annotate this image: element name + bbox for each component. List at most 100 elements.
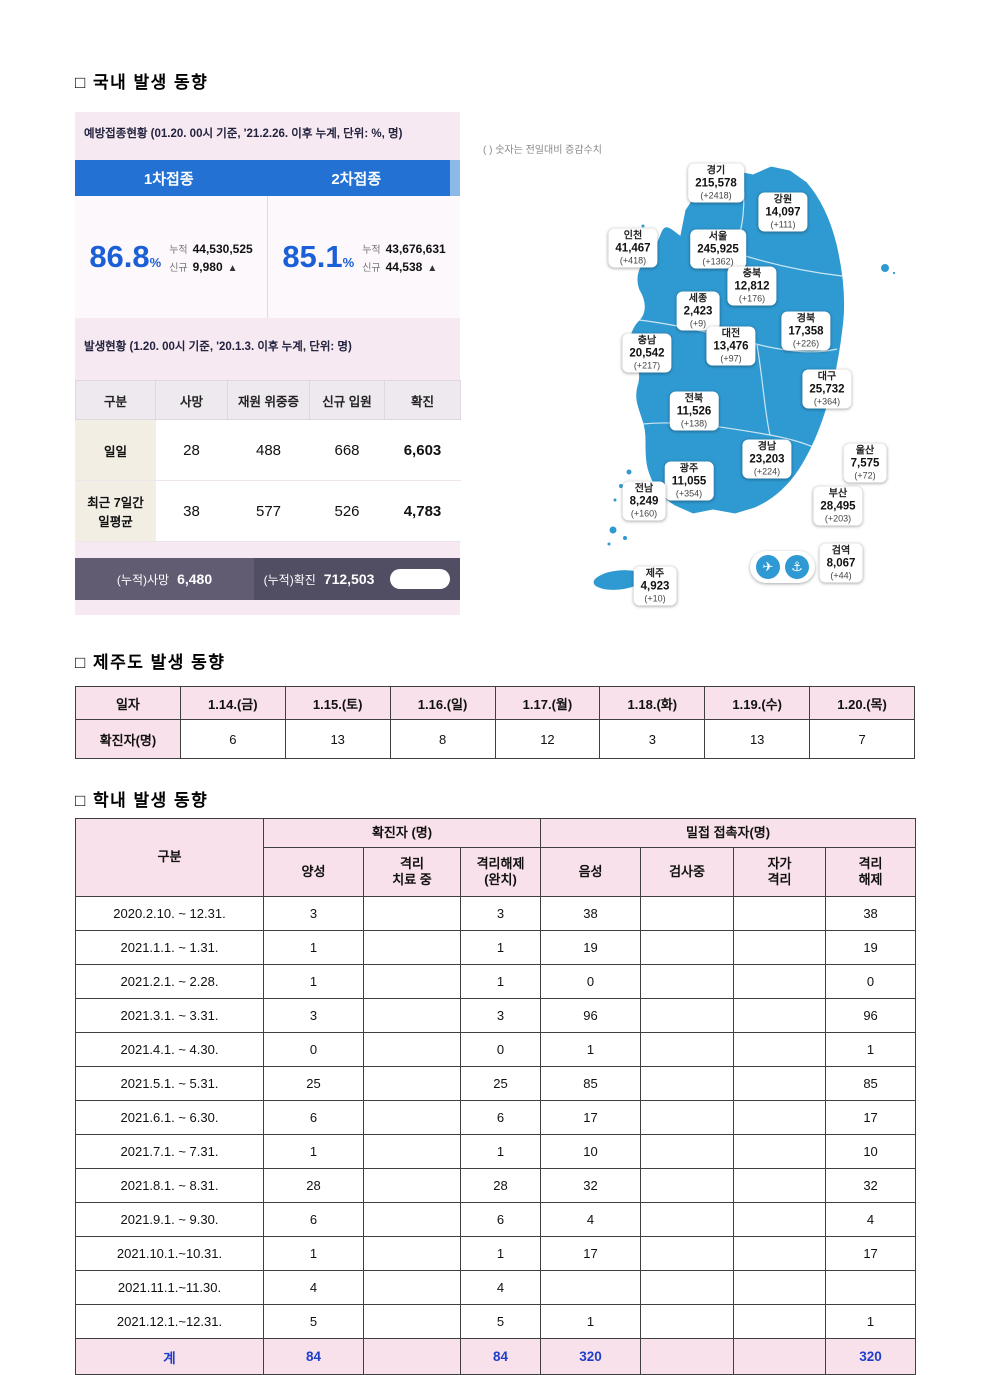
cell xyxy=(640,1100,735,1135)
map-label-jeonnam: 전남 8,249 (+160) xyxy=(622,481,666,521)
region-name: 울산 xyxy=(855,445,875,457)
avg-death: 38 xyxy=(155,480,228,542)
region-value: 25,732 xyxy=(809,382,845,395)
region-name: 경남 xyxy=(757,441,777,453)
footer-pill xyxy=(390,569,451,589)
map-label-gyeongbuk: 경북 17,358 (+226) xyxy=(781,311,831,351)
occurrence-daily-row: 일일 28 488 668 6,603 xyxy=(75,419,461,481)
cell xyxy=(733,1270,827,1305)
cell xyxy=(640,1134,735,1169)
jeju-val-1: 6 xyxy=(179,719,286,759)
map-label-gangwon: 강원 14,097 (+111) xyxy=(758,192,808,232)
jeju-val-6: 13 xyxy=(704,719,811,759)
period-label: 2021.7.1. ~ 7.31. xyxy=(75,1134,264,1169)
dose1-detail: 누적 44,530,525 신규 9,980 ▲ xyxy=(169,238,252,277)
occurrence-weekavg-row: 최근 7일간 일평균 38 577 526 4,783 xyxy=(75,480,461,542)
cell: 17 xyxy=(825,1236,917,1271)
dose1-percent-wrap: 86.8 % xyxy=(89,239,161,275)
cell: 17 xyxy=(540,1100,642,1135)
occurrence-table: 구분 사망 재원 위중증 신규 입원 확진 일일 28 488 668 6,60… xyxy=(75,380,461,542)
school-row: 2021.2.1. ~ 2.28. 1 1 0 0 xyxy=(75,964,917,999)
section-title-jeju: □ 제주도 발생 동향 xyxy=(75,653,226,672)
cell xyxy=(363,1032,461,1067)
map-label-sejong: 세종 2,423 (+9) xyxy=(676,291,720,331)
cell: 1 xyxy=(263,1134,364,1169)
total-cell: 320 xyxy=(540,1338,642,1375)
region-delta: (+203) xyxy=(824,513,852,524)
school-row: 2021.4.1. ~ 4.30. 0 0 1 1 xyxy=(75,1032,917,1067)
region-name: 강원 xyxy=(773,194,793,206)
jeju-col-7: 1.20.(목) xyxy=(809,686,915,720)
school-row: 2020.2.10. ~ 12.31. 3 3 38 38 xyxy=(75,896,917,931)
dose1-new-value: 9,980 xyxy=(192,259,223,274)
jeju-col-1: 1.14.(금) xyxy=(179,686,286,720)
total-cell: 84 xyxy=(459,1338,542,1375)
cell: 17 xyxy=(540,1236,642,1271)
cell xyxy=(363,998,461,1033)
subcol-positive: 양성 xyxy=(263,847,364,897)
cell xyxy=(733,930,827,965)
region-name: 검역 xyxy=(831,545,851,557)
region-name: 서울 xyxy=(708,231,728,243)
period-label: 2021.8.1. ~ 8.31. xyxy=(75,1168,264,1203)
cumulative-death: (누적)사망 6,480 xyxy=(75,558,255,600)
subcol-testing: 검사중 xyxy=(640,847,735,897)
period-label: 2021.1.1. ~ 1.31. xyxy=(75,930,264,965)
cell xyxy=(363,1304,461,1339)
region-value: 17,358 xyxy=(788,324,824,337)
region-name: 광주 xyxy=(679,463,699,475)
cell: 17 xyxy=(825,1100,917,1135)
dose2-new-label: 신규 xyxy=(362,262,381,274)
dose1-header: 1차접종 xyxy=(143,170,194,188)
school-row: 2021.5.1. ~ 5.31. 25 25 85 85 xyxy=(75,1066,917,1101)
region-name: 충남 xyxy=(637,335,657,347)
map-label-chungnam: 충남 20,542 (+217) xyxy=(622,333,672,373)
up-arrow-icon: ▲ xyxy=(227,262,238,274)
cell xyxy=(733,1134,827,1169)
total-cell: 320 xyxy=(825,1338,917,1375)
period-label: 2021.5.1. ~ 5.31. xyxy=(75,1066,264,1101)
cell xyxy=(733,1032,827,1067)
region-name: 대구 xyxy=(817,371,837,383)
cell: 28 xyxy=(263,1168,364,1203)
region-name: 제주 xyxy=(645,568,665,580)
period-label: 2021.12.1.~12.31. xyxy=(75,1304,264,1339)
cell: 4 xyxy=(825,1202,917,1237)
cumulative-footer: (누적)사망 6,480 (누적)확진 712,503 xyxy=(75,558,460,600)
jeju-col-6: 1.19.(수) xyxy=(704,686,811,720)
vaccination-title: 예방접종현황 (01.20. 00시 기준, '21.2.26. 이후 누계, … xyxy=(84,128,403,140)
occ-col-admit: 신규 입원 xyxy=(309,380,385,420)
cum-death-label: (누적)사망 xyxy=(116,572,170,587)
cell: 96 xyxy=(825,998,917,1033)
daily-confirmed: 6,603 xyxy=(384,419,461,481)
dose1-stats: 86.8 % 누적 44,530,525 신규 9,980 ▲ xyxy=(75,196,267,318)
map-label-daegu: 대구 25,732 (+364) xyxy=(802,369,852,409)
region-delta: (+111) xyxy=(770,219,796,230)
school-col-gubun: 구분 xyxy=(75,818,264,897)
occurrence-header-row: 구분 사망 재원 위중증 신규 입원 확진 xyxy=(75,380,461,420)
map-label-chungbuk: 충북 12,812 (+176) xyxy=(727,266,777,306)
map-label-gyeongnam: 경남 23,203 (+224) xyxy=(742,439,792,479)
jeju-col-2: 1.15.(토) xyxy=(284,686,391,720)
cell: 0 xyxy=(263,1032,364,1067)
region-value: 14,097 xyxy=(765,205,801,218)
occ-col-severe: 재원 위중증 xyxy=(227,380,310,420)
region-value: 28,495 xyxy=(820,499,856,512)
cell xyxy=(363,1066,461,1101)
cell: 6 xyxy=(263,1202,364,1237)
cum-confirm-value: 712,503 xyxy=(323,571,375,587)
cell: 1 xyxy=(825,1032,917,1067)
cell xyxy=(363,1270,461,1305)
school-row: 2021.9.1. ~ 9.30. 6 6 4 4 xyxy=(75,1202,917,1237)
school-group-header-row: 구분 확진자 (명) 밀접 접촉자(명) xyxy=(75,818,917,897)
cell xyxy=(640,1168,735,1203)
map-label-ulsan: 울산 7,575 (+72) xyxy=(843,443,887,483)
dose1-percent-unit: % xyxy=(149,255,162,270)
cell: 1 xyxy=(263,930,364,965)
cell xyxy=(640,930,735,965)
cell: 85 xyxy=(540,1066,642,1101)
map-label-gwangju: 광주 11,055 (+354) xyxy=(664,461,714,501)
jeju-val-3: 8 xyxy=(389,719,496,759)
region-delta: (+354) xyxy=(675,488,703,499)
region-delta: (+418) xyxy=(619,255,647,266)
